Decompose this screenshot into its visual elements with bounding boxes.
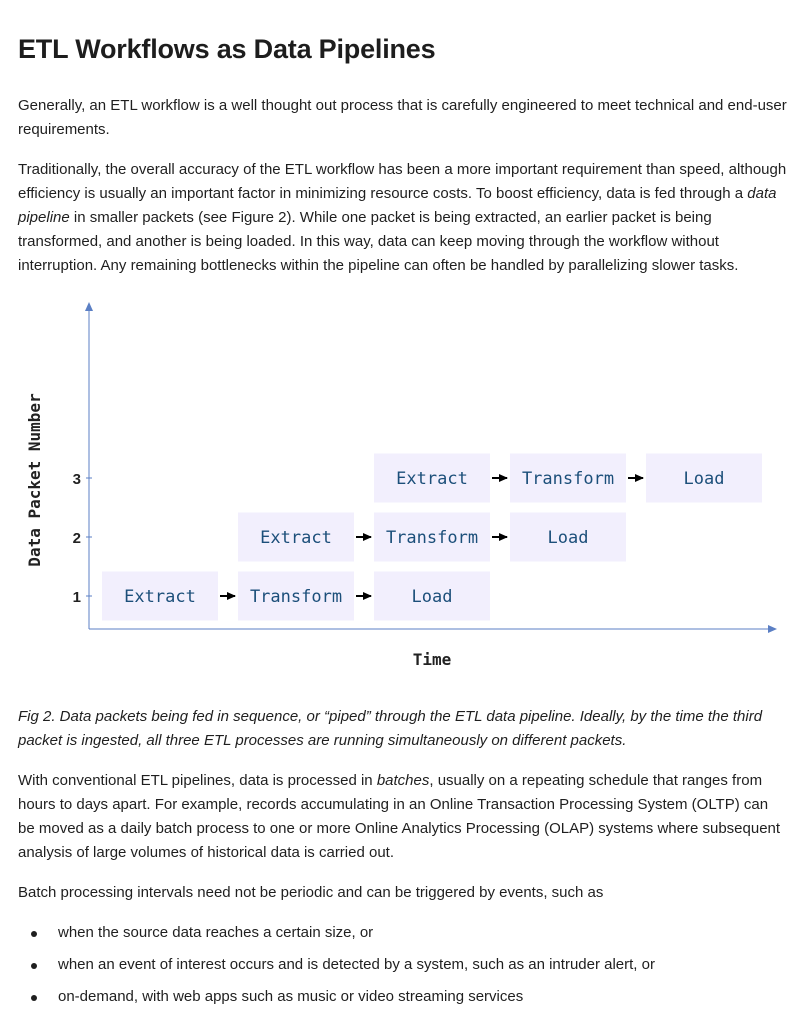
stage-box-extract-packet-2 [238,512,354,562]
pipeline-term: data pipeline [18,185,777,226]
stage-box-transform-packet-2 [374,512,490,562]
stage-label: Extract [260,528,332,548]
y-tick-label: 1 [73,589,81,606]
y-ticks: 1 2 3 [73,471,92,606]
stage-label: Transform [386,528,478,548]
bullet-icon [31,995,37,1001]
list-item-text: when the source data reaches a certain s… [58,924,374,941]
list-item-text: on-demand, with web apps such as music o… [58,988,524,1005]
trigger-list: when the source data reaches a certain s… [18,921,788,1017]
pipeline-diagram: Data Packet Number Time 1 2 3 Extract Trans… [25,302,777,669]
stage-label: Transform [250,587,342,607]
y-tick-label: 3 [73,471,81,488]
stage-label: Transform [522,469,614,489]
stage-label: Load [684,469,725,489]
batch-paragraph: With conventional ETL pipelines, data is… [18,769,788,865]
bullet-icon [31,963,37,969]
batch-term: batches [376,772,430,789]
stage-box-load-packet-2 [510,512,626,562]
list-item-text: when an event of interest occurs and is … [58,956,655,973]
stage-label: Extract [124,587,196,607]
list-item: when the source data reaches a certain s… [18,921,788,953]
pipeline-figure: Data Packet Number Time 1 2 3 Extract Trans… [0,290,792,680]
list-item: when an event of interest occurs and is … [18,953,788,985]
stage-box-load-packet-1 [374,571,490,621]
intro-paragraph: Generally, an ETL workflow is a well tho… [18,97,787,138]
stage-label: Extract [396,469,468,489]
stage-box-extract-packet-3 [374,453,490,503]
stage-boxes: Extract Transform Load Extract Transform Load… [102,453,762,621]
list-item: on-demand, with web apps such as music o… [18,985,788,1017]
pipeline-text-a: Traditionally, the overall accuracy of t… [18,161,787,202]
figure-caption: Fig 2. Data packets being fed in sequenc… [18,708,763,749]
y-tick-label: 2 [73,530,81,547]
pipeline-paragraph: Traditionally, the overall accuracy of t… [18,158,788,278]
bullet-icon [31,931,37,937]
triggers-intro: Batch processing intervals need not be p… [18,884,604,901]
y-axis-label: Data Packet Number [25,393,44,566]
stage-box-transform-packet-1 [238,571,354,621]
stage-box-extract-packet-1 [102,571,218,621]
stage-label: Load [412,587,453,607]
batch-text-a: With conventional ETL pipelines, data is… [18,772,377,789]
page-title: ETL Workflows as Data Pipelines [18,34,436,64]
x-axis-label: Time [413,650,452,669]
batch-text-b: , usually on a repeating schedule that r… [18,772,781,861]
stage-box-load-packet-3 [646,453,762,503]
pipeline-text-b: in smaller packets (see Figure 2). While… [18,209,739,274]
stage-box-transform-packet-3 [510,453,626,503]
stage-label: Load [548,528,589,548]
